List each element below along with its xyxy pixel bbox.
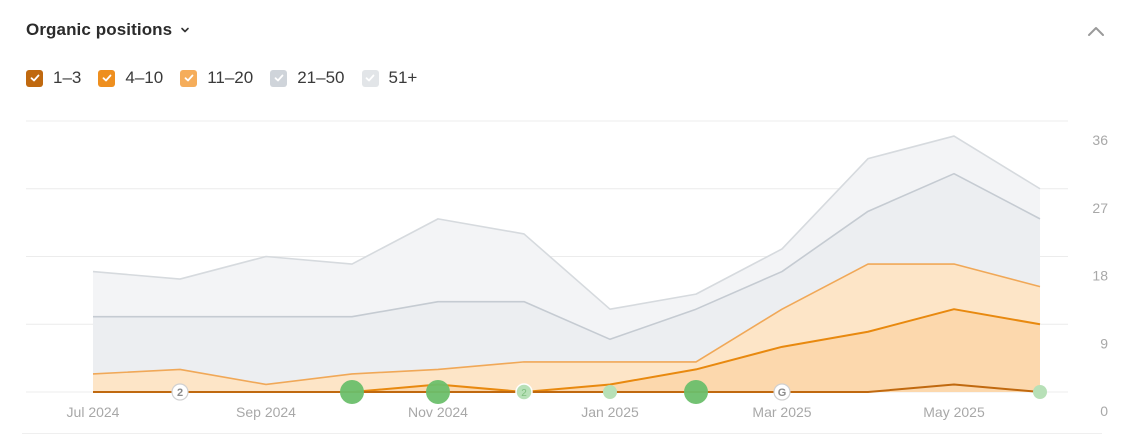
legend-label: 1–3 <box>53 68 82 87</box>
y-tick-label: 27 <box>1092 200 1108 216</box>
annotation-marker[interactable] <box>1033 385 1047 399</box>
legend-label: 21–50 <box>297 68 345 87</box>
annotation-badge[interactable]: 2 <box>171 383 189 401</box>
area-5 <box>93 136 1040 340</box>
annotation-marker[interactable] <box>684 380 708 404</box>
chevron-down-icon <box>181 27 190 33</box>
annotation-marker[interactable] <box>426 380 450 404</box>
y-tick-label: 0 <box>1100 403 1108 419</box>
x-tick-label: Sep 2024 <box>236 404 296 420</box>
area-4 <box>93 173 1040 385</box>
divider <box>22 433 1102 434</box>
x-tick-label: Jan 2025 <box>581 404 639 420</box>
legend-label: 4–10 <box>125 68 164 87</box>
annotation-marker[interactable] <box>340 380 364 404</box>
y-tick-label: 18 <box>1092 268 1108 284</box>
legend: 1–3 4–10 11–20 21–50 51+ <box>26 68 434 88</box>
x-tick-label: Mar 2025 <box>752 404 811 420</box>
legend-label: 11–20 <box>207 68 254 87</box>
area-2 <box>93 309 1040 392</box>
svg-text:2: 2 <box>177 387 183 399</box>
svg-text:2: 2 <box>521 388 527 399</box>
legend-item-1-3[interactable]: 1–3 <box>26 68 81 88</box>
checkbox-checked-icon[interactable] <box>26 69 43 87</box>
chart-title-dropdown[interactable]: Organic positions <box>26 20 190 40</box>
annotation-badge[interactable]: G <box>773 383 791 401</box>
x-tick-label: May 2025 <box>923 404 985 420</box>
legend-item-51plus[interactable]: 51+ <box>361 68 418 88</box>
x-tick-label: Nov 2024 <box>408 404 468 420</box>
legend-item-11-20[interactable]: 11–20 <box>180 68 253 88</box>
chevron-up-icon[interactable] <box>1084 22 1108 42</box>
legend-label: 51+ <box>388 68 418 87</box>
series-line-5 <box>92 135 1041 310</box>
y-tick-label: 9 <box>1100 335 1108 351</box>
series-line-3 <box>92 263 1041 386</box>
checkbox-checked-icon[interactable] <box>98 69 116 87</box>
legend-item-4-10[interactable]: 4–10 <box>98 68 163 88</box>
y-tick-label: 36 <box>1092 132 1108 148</box>
x-tick-label: Jul 2024 <box>67 404 120 420</box>
annotation-marker[interactable] <box>603 385 617 399</box>
legend-item-21-50[interactable]: 21–50 <box>270 68 345 88</box>
annotation-badge[interactable]: 2 <box>515 383 533 401</box>
area-1 <box>93 384 1040 392</box>
checkbox-checked-icon[interactable] <box>180 69 198 87</box>
series-line-1 <box>93 383 1041 393</box>
area-3 <box>93 264 1040 392</box>
checkbox-checked-icon[interactable] <box>270 69 288 87</box>
checkbox-checked-icon[interactable] <box>361 69 379 87</box>
series-line-4 <box>93 172 1041 341</box>
chart-title: Organic positions <box>26 20 173 39</box>
svg-text:G: G <box>778 387 787 399</box>
